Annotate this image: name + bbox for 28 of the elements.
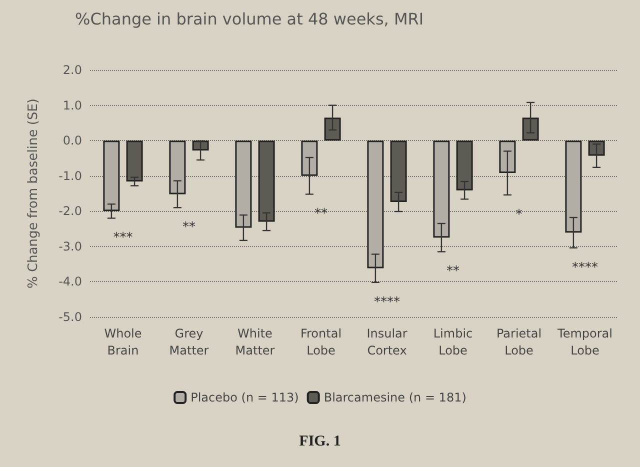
annotation: ** xyxy=(314,206,328,222)
y-tick-label: 2.0 xyxy=(62,63,82,77)
annotation: *** xyxy=(113,230,134,246)
annotation: ** xyxy=(446,264,460,280)
annotation: **** xyxy=(374,294,400,310)
caption: FIG. 1 xyxy=(299,434,341,450)
x-tick-label: Temporal Lobe xyxy=(556,326,612,358)
x-tick-label: White Matter xyxy=(235,326,275,358)
x-tick-label: Parietal Lobe xyxy=(496,326,542,358)
x-tick-label: Limbic Lobe xyxy=(433,326,473,358)
y-tick-label: 0.0 xyxy=(62,134,82,148)
x-tick-label: Frontal Lobe xyxy=(300,326,342,358)
legend-label: Blarcamesine (n = 181) xyxy=(324,390,466,404)
x-tick-label: Grey Matter xyxy=(169,326,209,358)
y-tick-label: -1.0 xyxy=(58,168,82,183)
y-tick-label: -3.0 xyxy=(58,239,82,254)
annotation: **** xyxy=(572,260,598,276)
annotation: ** xyxy=(182,220,196,236)
y-tick-label: -5.0 xyxy=(58,310,82,324)
y-axis-title: % Change from baseline (SE) xyxy=(26,98,41,288)
x-tick-label: Whole Brain xyxy=(104,326,142,358)
y-tick-label: -2.0 xyxy=(58,204,82,218)
x-tick-label: Insular Cortex xyxy=(366,326,408,358)
y-tick-label: 1.0 xyxy=(62,98,82,112)
chart-title: %Change in brain volume at 48 weeks, MRI xyxy=(75,10,424,28)
y-tick-label: -4.0 xyxy=(58,274,82,289)
legend-label: Placebo (n = 113) xyxy=(190,390,299,404)
annotation: * xyxy=(516,207,523,222)
